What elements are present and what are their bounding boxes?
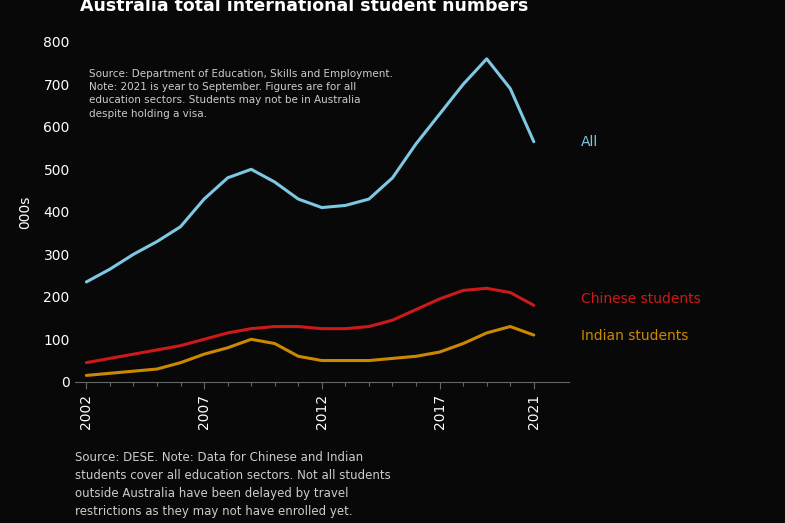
Text: Australia total international student numbers: Australia total international student nu… xyxy=(79,0,528,15)
Text: Source: DESE. Note: Data for Chinese and Indian
students cover all education sec: Source: DESE. Note: Data for Chinese and… xyxy=(75,451,390,518)
Text: All: All xyxy=(581,135,598,149)
Text: Indian students: Indian students xyxy=(581,329,688,343)
Text: 000s: 000s xyxy=(18,195,32,229)
Text: Chinese students: Chinese students xyxy=(581,292,701,306)
Text: Source: Department of Education, Skills and Employment.
Note: 2021 is year to Se: Source: Department of Education, Skills … xyxy=(89,69,393,119)
